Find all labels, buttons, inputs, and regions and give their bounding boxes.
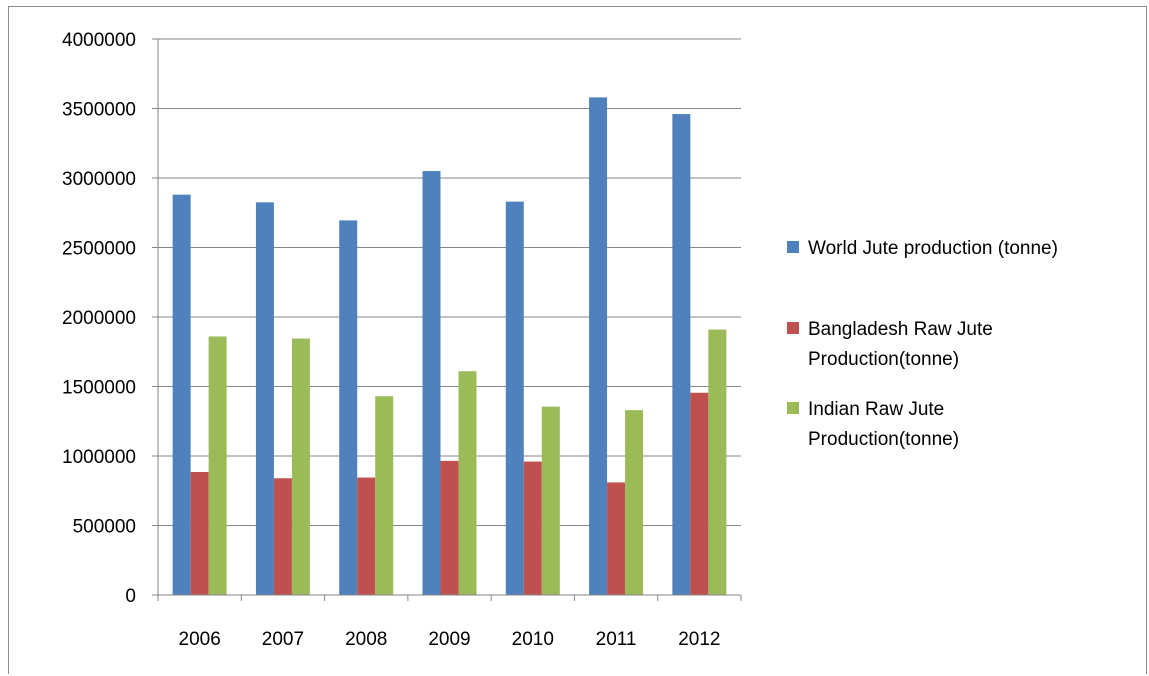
x-tick-label: 2011 [596,629,637,650]
bar [589,97,608,595]
bar [255,202,274,595]
y-tick-label: 2500000 [62,239,136,260]
legend-label: Bangladesh Raw Jute [808,319,993,340]
x-tick-label: 2007 [262,629,304,650]
bar [190,471,209,595]
legend-swatch [787,241,799,253]
y-tick-label: 2000000 [62,308,136,329]
y-tick-label: 3500000 [62,100,136,121]
bar [375,396,394,595]
x-tick-label: 2010 [512,629,554,650]
y-tick-label: 0 [125,586,136,607]
bar [172,194,191,595]
bar [672,114,691,595]
bar [523,461,542,595]
x-tick-label: 2012 [678,629,720,650]
legend-label: Production(tonne) [808,429,959,450]
bars [172,97,727,596]
y-tick-label: 1000000 [62,447,136,468]
bar [708,329,727,595]
x-tick-label: 2009 [428,629,470,650]
legend-swatch [787,402,799,414]
y-tick-label: 1500000 [62,378,136,399]
legend-swatch [787,322,799,334]
bar [422,171,441,596]
bar [440,460,459,595]
x-tick-label: 2006 [179,629,221,650]
legend: World Jute production (tonne) Bangladesh … [787,238,1058,450]
bar [690,392,709,595]
bar [505,201,524,595]
bar [357,477,376,595]
x-tick-label: 2008 [345,629,387,650]
bar [273,478,292,595]
y-tick-label: 3000000 [62,169,136,190]
legend-label: Production(tonne) [808,349,959,370]
bar [208,336,227,595]
bar [458,371,477,595]
bar [541,406,560,595]
bar [291,338,310,595]
legend-label: World Jute production (tonne) [808,238,1058,259]
y-tick-label: 4000000 [62,30,136,51]
gridlines [158,38,741,526]
bar [339,220,358,595]
legend-label: Indian Raw Jute [808,399,944,420]
bar [607,482,626,595]
axes: 0 500000 1000000 1500000 2000000 2500000 30000… [62,30,742,650]
y-tick-label: 500000 [73,517,136,538]
bar [625,410,644,595]
chart-frame [8,6,1147,674]
